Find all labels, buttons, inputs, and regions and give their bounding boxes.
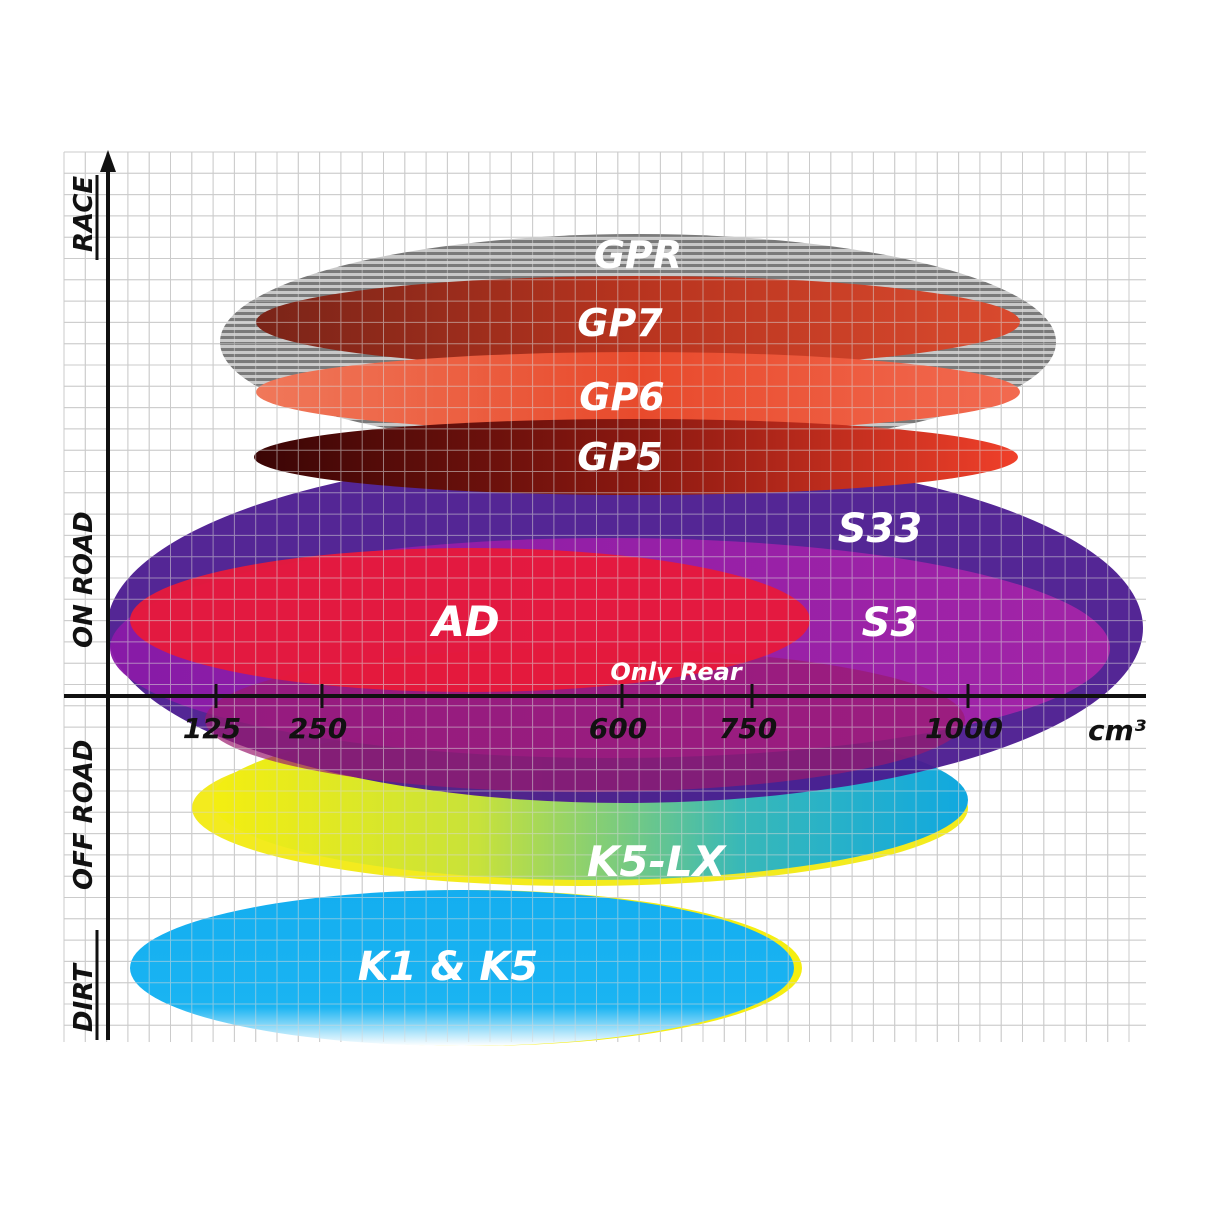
label-gp6: GP6: [579, 375, 664, 419]
label-gpr: GPR: [594, 233, 682, 277]
x-unit-label: cm³: [1088, 714, 1146, 747]
y-axis: [95, 150, 116, 1040]
x-tick-label: 125: [183, 712, 241, 745]
y-label-race: RACE: [69, 176, 99, 252]
grid-overlay: [63, 151, 1146, 1042]
region-ad: [130, 548, 810, 692]
y-label-dirt: DIRT: [69, 962, 99, 1032]
label-k5-lx: K5-LX: [587, 837, 728, 886]
x-tick-label: 600: [589, 712, 647, 745]
y-label-off-road: OFF ROAD: [69, 739, 99, 890]
label-gp7: GP7: [577, 301, 663, 345]
label-only-rear: Only Rear: [610, 658, 743, 686]
x-tick-label: 1000: [925, 712, 1003, 745]
x-axis-ticks: 125 250 600 750 1000: [183, 684, 1003, 745]
label-k1-k5: K1 & K5: [358, 944, 538, 990]
x-tick-label: 750: [719, 712, 777, 745]
label-ad: AD: [429, 597, 499, 646]
label-gp5: GP5: [577, 435, 662, 479]
label-s33: S33: [838, 506, 922, 552]
region-gp5: [254, 419, 1018, 495]
x-tick-label: 250: [289, 712, 347, 745]
region-k1-k5: [130, 890, 802, 1046]
label-s3: S3: [862, 600, 919, 646]
y-label-on-road: ON ROAD: [69, 511, 99, 648]
